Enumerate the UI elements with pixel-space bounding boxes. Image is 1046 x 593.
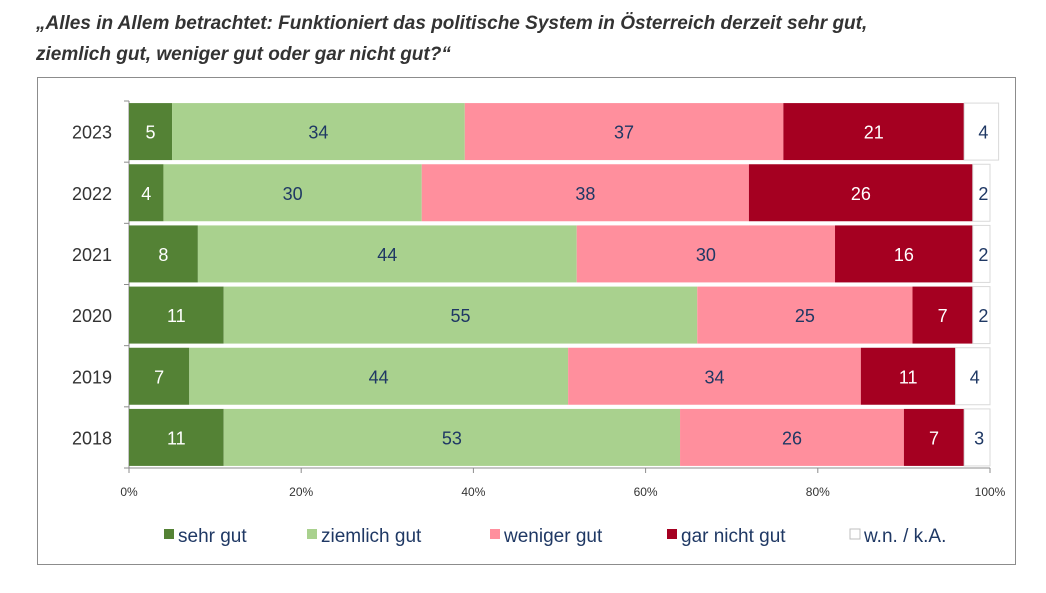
chart-title-line-1: „Alles in Allem betrachtet: Funktioniert… [36, 13, 868, 34]
data-label: 8 [158, 245, 168, 265]
bar-segment-2021-2 [197, 225, 577, 283]
bar-segment-2019-5 [955, 347, 991, 406]
data-label: 26 [851, 184, 871, 204]
bar-segment-2023-4 [783, 103, 965, 161]
bar-segment-2018-5 [963, 408, 991, 467]
legend-label: sehr gut [178, 526, 247, 547]
category-label-2023: 2023 [72, 123, 112, 143]
bar-segment-2019-3 [568, 347, 861, 405]
bar-segment-2019-1 [129, 347, 190, 405]
data-label: 4 [978, 123, 988, 143]
bar-segment-2018-1 [129, 408, 224, 466]
category-label-2018: 2018 [72, 428, 112, 448]
data-label: 16 [894, 245, 914, 265]
bar-segment-2020-4 [912, 286, 973, 344]
legend-swatch [307, 529, 317, 539]
bar-segment-2018-3 [680, 408, 904, 466]
data-label: 2 [978, 184, 988, 204]
bar-segment-2020-5 [972, 286, 991, 345]
bar-segment-2019-4 [860, 347, 956, 405]
data-label: 4 [141, 184, 151, 204]
bar-segment-2020-3 [697, 286, 913, 344]
data-label: 26 [782, 428, 802, 448]
legend-swatch [490, 529, 500, 539]
bar-segment-2022-2 [163, 164, 422, 222]
bar-segment-2023-2 [172, 103, 465, 161]
bar-segment-2020-1 [129, 286, 224, 344]
data-label: 7 [929, 428, 939, 448]
legend-swatch [164, 529, 174, 539]
data-label: 7 [938, 306, 948, 326]
x-tick-label: 40% [461, 485, 485, 499]
bar-segment-2021-5 [972, 224, 991, 283]
x-tick-label: 80% [806, 485, 830, 499]
data-label: 2 [978, 306, 988, 326]
category-label-2020: 2020 [72, 306, 112, 326]
bar-segment-2021-3 [576, 225, 836, 283]
data-label: 7 [154, 367, 164, 387]
data-label: 11 [899, 367, 918, 387]
legend-label: w.n. / k.A. [863, 526, 946, 547]
data-label: 25 [795, 306, 815, 326]
legend-label: weniger gut [503, 526, 603, 547]
bar-segment-2022-1 [129, 164, 164, 222]
chart-title: „Alles in Allem betrachtet: Funktioniert… [36, 8, 1036, 70]
category-label-2019: 2019 [72, 367, 112, 387]
legend-swatch [667, 529, 677, 539]
category-label-2022: 2022 [72, 184, 112, 204]
x-tick-label: 20% [289, 485, 313, 499]
x-tick-label: 100% [975, 485, 1006, 499]
data-label: 37 [614, 123, 634, 143]
data-label: 44 [369, 367, 389, 387]
legend-swatch [849, 528, 861, 540]
x-tick-label: 0% [120, 485, 138, 499]
data-label: 38 [575, 184, 595, 204]
bar-segment-2022-3 [421, 164, 749, 222]
data-label: 5 [146, 123, 156, 143]
data-label: 30 [696, 245, 716, 265]
data-label: 3 [974, 428, 984, 448]
data-label: 11 [167, 428, 186, 448]
data-label: 11 [167, 306, 186, 326]
legend-label: ziemlich gut [321, 526, 422, 547]
bar-segment-2022-5 [972, 163, 991, 222]
data-label: 34 [308, 123, 328, 143]
bar-segment-2023-5 [963, 102, 1000, 161]
legend-label: gar nicht gut [681, 526, 786, 547]
data-label: 21 [864, 123, 884, 143]
bar-segment-2021-1 [129, 225, 198, 283]
x-tick-label: 60% [634, 485, 658, 499]
bar-segment-2021-4 [835, 225, 973, 283]
data-label: 53 [442, 428, 462, 448]
bar-segment-2023-3 [464, 103, 784, 161]
data-label: 55 [450, 306, 470, 326]
chart-title-line-2: ziemlich gut, weniger gut oder gar nicht… [36, 44, 451, 65]
bar-segment-2018-2 [223, 408, 681, 466]
data-label: 34 [704, 367, 724, 387]
category-label-2021: 2021 [72, 245, 112, 265]
data-label: 2 [978, 245, 988, 265]
chart-frame [37, 77, 1016, 565]
bar-segment-2023-1 [129, 103, 173, 161]
bar-segment-2019-2 [189, 347, 569, 405]
data-label: 4 [970, 367, 980, 387]
bar-segment-2020-2 [223, 286, 698, 344]
bar-segment-2018-4 [903, 408, 965, 466]
data-label: 30 [283, 184, 303, 204]
bar-segment-2022-4 [748, 164, 973, 222]
data-label: 44 [377, 245, 397, 265]
